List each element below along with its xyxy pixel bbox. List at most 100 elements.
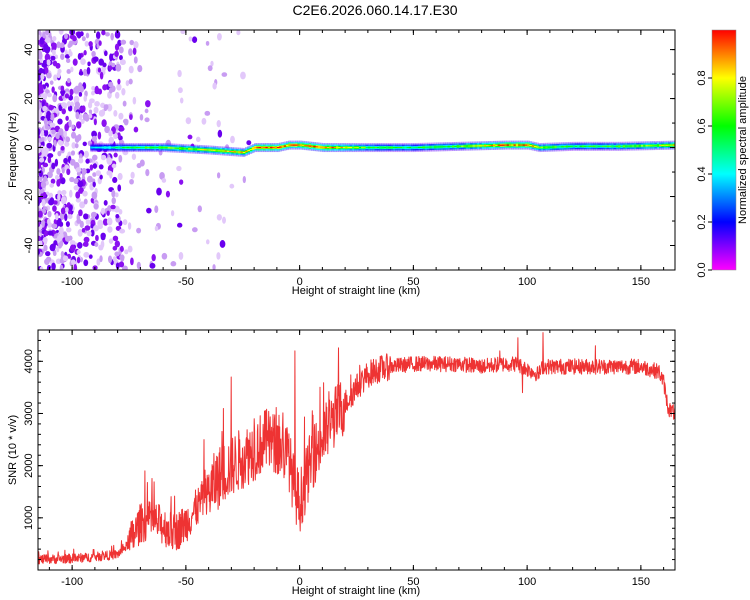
noise-speckle (170, 210, 175, 217)
noise-speckle (91, 130, 97, 138)
noise-speckle (83, 236, 90, 243)
noise-speckle (118, 209, 123, 215)
ridge-cell (97, 146, 100, 149)
noise-speckle (58, 128, 64, 136)
spectrogram-ytick-label: 20 (23, 92, 35, 104)
noise-speckle (118, 261, 125, 268)
noise-speckle (94, 242, 99, 248)
noise-speckle (161, 252, 168, 260)
noise-speckle (46, 110, 51, 118)
noise-speckle (91, 50, 96, 58)
ridge-cell (283, 145, 287, 147)
ridge-cell (322, 146, 326, 149)
ridge-cell (533, 145, 537, 148)
ridge-cell (611, 145, 614, 147)
snr-ytick-label: 4000 (23, 349, 35, 373)
ridge-cell (242, 151, 246, 154)
ridge-cell (381, 146, 385, 149)
noise-speckle (246, 140, 252, 146)
noise-speckle (64, 33, 68, 40)
noise-speckle (50, 55, 56, 61)
noise-speckle (95, 170, 102, 177)
ridge-cell (144, 146, 148, 149)
noise-speckle (120, 39, 127, 45)
noise-speckle (53, 74, 58, 81)
noise-speckle (60, 90, 65, 97)
noise-speckle (76, 171, 82, 177)
colorbar-tick-label: 0.0 (696, 262, 708, 277)
ridge-cell (417, 146, 421, 149)
noise-speckle (51, 262, 56, 270)
ridge-cell (406, 146, 410, 149)
noise-speckle (61, 102, 67, 108)
colorbar-tick-label: 0.2 (696, 214, 708, 229)
ridge-cell (638, 145, 642, 147)
ridge-cell (661, 144, 665, 146)
ridge-cell (349, 146, 353, 149)
ridge-cell (149, 146, 153, 149)
ridge-cell (615, 145, 619, 147)
ridge-cell (215, 149, 219, 152)
noise-speckle (55, 132, 60, 139)
ridge-cell (213, 149, 216, 151)
noise-speckle (38, 138, 43, 143)
ridge-cell (267, 146, 271, 149)
noise-speckle (108, 87, 113, 94)
noise-speckle (45, 256, 52, 263)
noise-speckle (75, 111, 80, 120)
ridge-cell (94, 146, 98, 149)
noise-speckle (115, 213, 120, 219)
noise-speckle (99, 255, 103, 263)
noise-speckle (65, 115, 69, 121)
noise-speckle (100, 207, 106, 215)
noise-speckle (99, 71, 104, 80)
noise-speckle (118, 154, 123, 163)
ridge-cell (347, 146, 351, 149)
ridge-cell (433, 146, 437, 148)
ridge-cell (538, 146, 542, 149)
colorbar-tick-label: 0.8 (696, 70, 708, 85)
noise-speckle (46, 171, 53, 179)
colorbar: 0.0 0.2 0.4 0.6 0.8 Normalized spectral ampl… (696, 29, 749, 278)
ridge-cell (388, 146, 392, 149)
spectrogram-ridge (90, 140, 675, 157)
noise-speckle (63, 130, 68, 138)
noise-speckle (68, 210, 72, 215)
noise-speckle (50, 178, 56, 184)
noise-speckle (44, 67, 49, 75)
noise-speckle (38, 54, 43, 60)
noise-speckle (87, 61, 91, 67)
ridge-cell (513, 144, 517, 146)
ridge-cell (108, 146, 112, 149)
noise-speckle (51, 129, 56, 135)
noise-speckle (111, 189, 116, 198)
noise-speckle (98, 40, 102, 46)
ridge-cell (226, 150, 230, 152)
noise-speckle (67, 105, 73, 112)
ridge-cell (308, 145, 312, 147)
noise-speckle (43, 129, 49, 137)
ridge-cell (361, 146, 364, 149)
noise-speckle (46, 142, 53, 149)
noise-speckle (94, 85, 99, 94)
noise-speckle (230, 135, 235, 144)
ridge-cell (231, 151, 235, 153)
snr-ytick-label: 2000 (23, 453, 35, 477)
noise-speckle (97, 131, 102, 140)
noise-speckle (92, 163, 98, 169)
noise-speckle (107, 255, 113, 264)
noise-speckle (139, 114, 144, 121)
noise-speckle (70, 66, 74, 73)
ridge-cell (172, 147, 175, 149)
ridge-cell (99, 146, 103, 149)
noise-speckle (42, 236, 48, 244)
noise-speckle (74, 143, 79, 149)
noise-speckle (108, 81, 114, 88)
colorbar-ticks: 0.0 0.2 0.4 0.6 0.8 (696, 70, 712, 278)
ridge-cell (276, 146, 280, 149)
ridge-cell (383, 146, 387, 149)
noise-speckle (58, 30, 64, 35)
ridge-cell (165, 147, 169, 149)
noise-speckle (108, 130, 113, 137)
noise-speckle (88, 109, 93, 114)
